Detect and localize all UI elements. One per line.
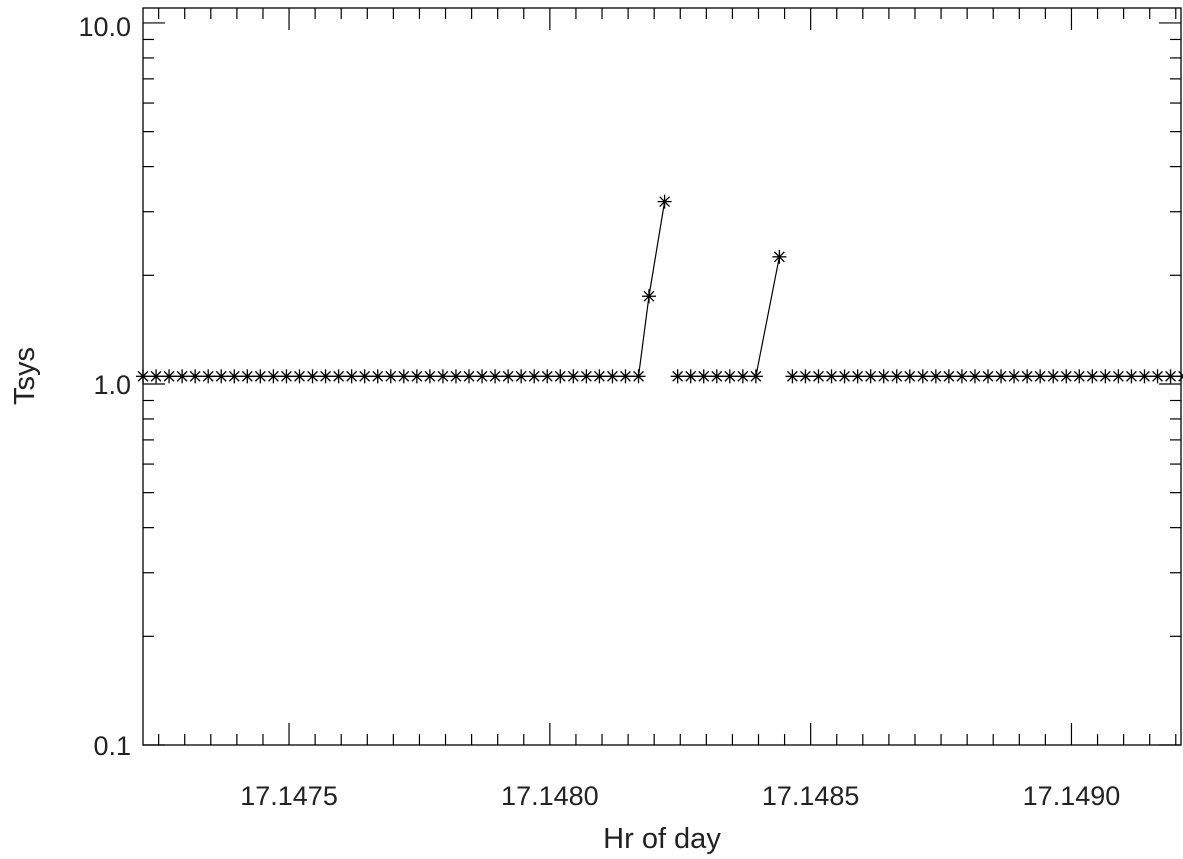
data-point — [540, 369, 555, 384]
data-point — [162, 369, 177, 384]
y-axis-tick-labels: 0.1 1.0 10.0 — [78, 12, 131, 761]
data-point — [811, 369, 826, 384]
data-point — [488, 369, 503, 384]
data-point — [735, 369, 750, 384]
data-point — [618, 369, 633, 384]
data-point — [748, 369, 763, 384]
data-point — [1111, 369, 1126, 384]
data-point — [1020, 369, 1035, 384]
data-point — [889, 369, 904, 384]
data-point — [981, 369, 996, 384]
data-point — [501, 369, 516, 384]
data-point — [514, 369, 529, 384]
data-point — [240, 369, 255, 384]
data-point — [409, 369, 424, 384]
y-tick-label: 1.0 — [93, 370, 131, 400]
x-tick-label: 17.1490 — [1023, 781, 1121, 811]
data-point — [396, 369, 411, 384]
data-point — [1046, 369, 1061, 384]
data-point — [175, 369, 190, 384]
data-point — [824, 369, 839, 384]
data-point — [1007, 369, 1022, 384]
y-axis-label: Tsys — [9, 347, 41, 405]
data-point — [1124, 369, 1139, 384]
x-axis-ticks — [158, 8, 1177, 745]
data-point — [1059, 369, 1074, 384]
data-point — [641, 289, 656, 304]
data-point — [370, 369, 385, 384]
data-point — [941, 369, 956, 384]
data-point — [798, 369, 813, 384]
series-line — [677, 256, 780, 377]
data-point — [253, 369, 268, 384]
data-point — [863, 369, 878, 384]
data-point — [967, 369, 982, 384]
x-axis-label: Hr of day — [603, 823, 721, 855]
data-point — [915, 369, 930, 384]
data-point — [954, 369, 969, 384]
x-tick-label: 17.1485 — [762, 781, 860, 811]
data-point — [1150, 369, 1165, 384]
data-point — [1137, 369, 1152, 384]
series-line — [143, 201, 666, 377]
data-point — [1176, 369, 1183, 384]
data-point — [670, 369, 685, 384]
data-point — [1098, 369, 1113, 384]
data-point — [553, 369, 568, 384]
data-point — [435, 369, 450, 384]
data-point — [357, 369, 372, 384]
data-point — [1033, 369, 1048, 384]
y-axis-ticks — [143, 22, 1181, 746]
data-point — [994, 369, 1009, 384]
data-point — [631, 369, 646, 384]
x-axis-tick-labels: 17.1475 17.1480 17.1485 17.1490 — [240, 781, 1120, 811]
data-point — [657, 194, 672, 209]
data-point — [709, 369, 724, 384]
data-point — [448, 369, 463, 384]
data-point — [201, 369, 216, 384]
data-point — [462, 369, 477, 384]
data-point — [566, 369, 581, 384]
data-point — [266, 369, 281, 384]
data-point — [527, 369, 542, 384]
data-point — [383, 369, 398, 384]
data-point — [876, 369, 891, 384]
x-tick-label: 17.1475 — [240, 781, 338, 811]
data-point — [722, 369, 737, 384]
y-tick-label: 0.1 — [93, 731, 131, 761]
data-point — [214, 369, 229, 384]
data-point — [837, 369, 852, 384]
data-point — [850, 369, 865, 384]
data-point — [227, 369, 242, 384]
data-point — [279, 369, 294, 384]
data-point — [149, 369, 164, 384]
data-point — [475, 369, 490, 384]
x-tick-label: 17.1480 — [501, 781, 599, 811]
data-point — [605, 369, 620, 384]
data-point — [696, 369, 711, 384]
data-point — [344, 369, 359, 384]
data-point — [292, 369, 307, 384]
data-point — [772, 249, 787, 264]
data-point — [928, 369, 943, 384]
y-tick-label: 10.0 — [78, 12, 131, 42]
data-point — [592, 369, 607, 384]
data-point — [188, 369, 203, 384]
data-point — [579, 369, 594, 384]
data-point — [318, 369, 333, 384]
data-point — [1072, 369, 1087, 384]
data-point — [785, 369, 800, 384]
data-point — [1085, 369, 1100, 384]
data-point — [331, 369, 346, 384]
data-point — [136, 369, 150, 384]
data-point — [683, 369, 698, 384]
data-point — [1163, 369, 1178, 384]
tsys-series — [136, 194, 1183, 384]
data-point — [422, 369, 437, 384]
data-point — [305, 369, 320, 384]
data-point — [902, 369, 917, 384]
